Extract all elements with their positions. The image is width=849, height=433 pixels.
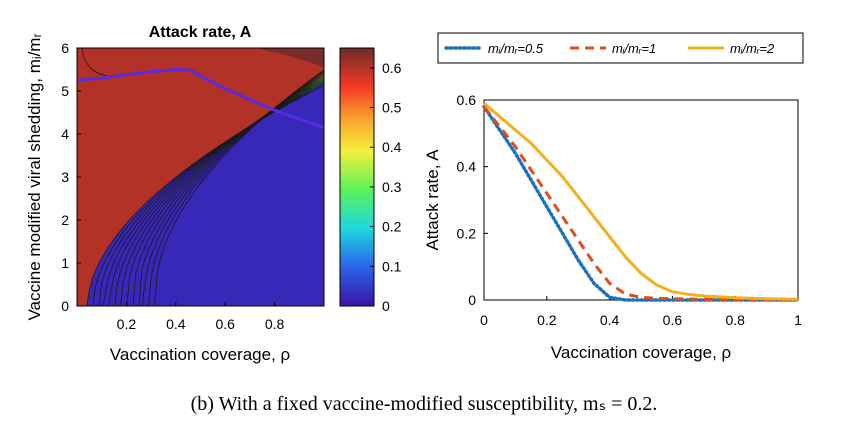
line-y-tick-label: 0.2 [457,225,477,241]
heatmap-title: Attack rate, A [149,24,252,41]
heatmap-y-tick-label: 5 [61,83,69,99]
legend-label-2: mᵢ/mᵣ=1 [612,41,656,56]
line-x-label: Vaccination coverage, ρ [551,343,731,362]
line-y-ticks: 0 0.2 0.4 0.6 [457,92,488,308]
contour-line [98,82,324,306]
heatmap-y-label: Vaccine modified viral shedding, mᵢ/mᵣ [25,33,44,320]
line-x-tick-label: 0.8 [725,312,745,328]
figure-caption: (b) With a fixed vaccine-modified suscep… [191,393,658,415]
heatmap-y-tick-label: 2 [61,212,69,228]
contour-line [154,69,324,306]
heatmap-x-tick-label: 0.4 [166,316,186,332]
heatmap-x-tick-label: 0.8 [265,316,285,332]
colorbar-ticks: 0 0.1 0.2 0.3 0.4 0.5 0.6 [370,60,402,314]
contour-line [81,48,107,77]
colorbar-tick-label: 0.1 [382,258,402,274]
line-x-ticks: 0 0.2 0.4 0.6 0.8 1 [480,296,802,328]
contour-line [114,78,324,306]
colorbar-tick-label: 0.4 [382,139,402,155]
contour-line [102,81,324,306]
heatmap-y-tick-label: 6 [61,40,69,56]
line-y-tick-label: 0.6 [457,92,477,108]
colorbar-tick-label: 0.2 [382,219,402,235]
heatmap-y-ticks: 0 1 2 3 4 5 6 [61,40,81,314]
line-series-group [482,102,800,302]
line-x-tick-label: 1 [794,312,802,328]
legend: mᵢ/mᵣ=0.5 mᵢ/mᵣ=1 mᵢ/mᵣ=2 [444,41,775,56]
contour-line [86,85,324,306]
colorbar-tick-label: 0 [382,298,390,314]
heatmap-contour-lines [81,48,324,306]
line-series-3 [483,102,799,301]
heatmap-x-ticks: 0.2 0.4 0.6 0.8 [117,302,285,332]
line-y-tick-label: 0.4 [457,159,477,175]
heatmap-band-top [254,48,324,68]
line-y-tick-label: 0 [468,292,476,308]
contour-line [108,79,324,306]
heatmap-y-tick-label: 4 [61,126,69,142]
line-series-2 [482,105,798,302]
heatmap-x-label: Vaccination coverage, ρ [110,345,290,364]
line-x-tick-label: 0 [480,312,488,328]
legend-label-1: mᵢ/mᵣ=0.5 [488,41,544,56]
line-plot-frame [483,99,799,301]
line-y-label: Attack rate, A [423,149,442,251]
heatmap-y-tick-label: 0 [61,298,69,314]
line-x-tick-label: 0.2 [537,312,557,328]
line-x-tick-label: 0.4 [600,312,620,328]
threshold-curve [77,67,324,129]
legend-box [437,32,804,64]
colorbar-tick-label: 0.6 [382,60,402,76]
colorbar-tick-label: 0.5 [382,100,402,116]
contour-line [92,83,324,306]
heatmap-y-tick-label: 1 [61,255,69,271]
legend-label-3: mᵢ/mᵣ=2 [730,41,775,56]
heatmap-x-tick-label: 0.2 [117,316,137,332]
heatmap-y-tick-label: 3 [61,169,69,185]
heatmap-x-tick-label: 0.6 [215,316,235,332]
line-x-tick-label: 0.6 [663,312,683,328]
colorbar-tick-label: 0.3 [382,179,402,195]
colorbar [339,47,375,307]
